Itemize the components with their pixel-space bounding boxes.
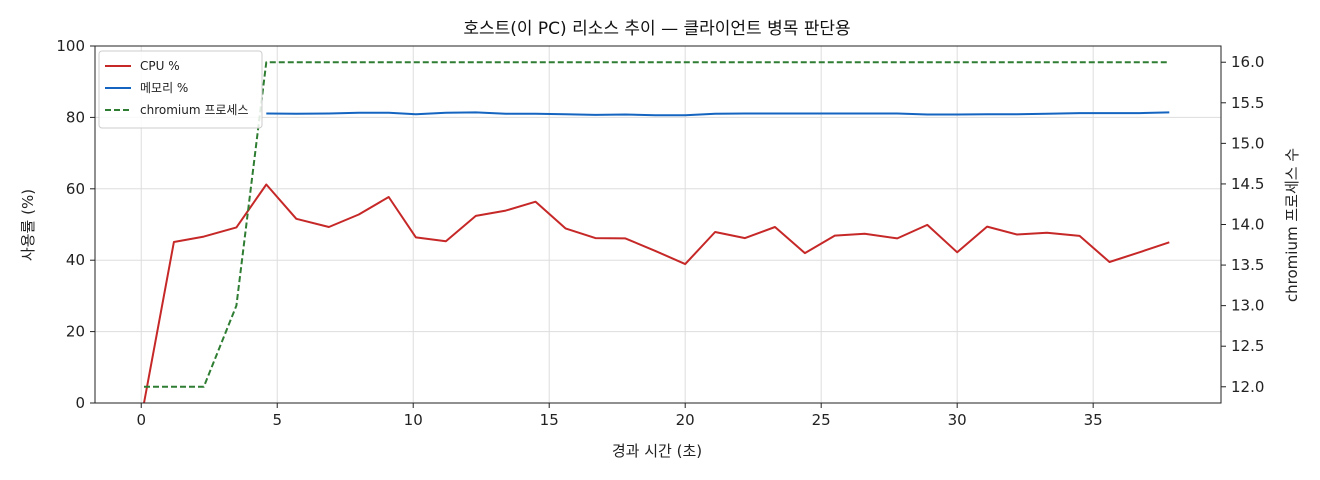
- legend-label: 메모리 %: [140, 81, 188, 95]
- y-axis-right: 12.0 12.5 13.0 13.5 14.0 14.5 15.0 15.5 16.0: [1221, 53, 1264, 396]
- x-tick-label: 35: [1084, 411, 1103, 429]
- x-tick-label: 5: [272, 411, 282, 429]
- y-tick-label: 100: [56, 37, 85, 55]
- chart-title: 호스트(이 PC) 리소스 추이 — 클라이언트 병목 판단용: [463, 19, 850, 39]
- x-tick-label: 30: [948, 411, 967, 429]
- legend-label: chromium 프로세스: [140, 103, 249, 117]
- series-line-series-1-1: [266, 111, 1170, 117]
- y2-tick-label: 16.0: [1231, 53, 1264, 71]
- y2-tick-label: 14.5: [1231, 175, 1264, 193]
- y-axis-label: 사용률 (%): [19, 189, 37, 261]
- x-tick-label: 25: [812, 411, 831, 429]
- legend-box: [98, 50, 263, 129]
- y2-tick-label: 15.0: [1231, 134, 1264, 152]
- y2-tick-label: 12.5: [1231, 337, 1264, 355]
- x-axis: 0 5 10 15 20 25 30 35: [136, 403, 1103, 429]
- y-axis-left: 0 20 40 60 80 100: [56, 37, 95, 412]
- y2-axis-label: chromium 프로세스 수: [1283, 148, 1301, 302]
- y2-tick-label: 15.5: [1231, 94, 1264, 112]
- y-tick-label: 80: [66, 108, 85, 126]
- grid: [95, 45, 1221, 404]
- series-group: [143, 61, 1170, 404]
- x-tick-label: 20: [676, 411, 695, 429]
- y-tick-label: 60: [66, 180, 85, 198]
- x-axis-label: 경과 시간 (초): [612, 442, 702, 460]
- legend-label: CPU %: [140, 59, 180, 73]
- x-tick-label: 10: [404, 411, 423, 429]
- y2-tick-label: 14.0: [1231, 216, 1264, 234]
- series-line-chromium-2: [144, 61, 1170, 388]
- y-tick-label: 20: [66, 323, 85, 341]
- legend: CPU % 메모리 % chromium 프로세스: [98, 50, 263, 129]
- y2-tick-label: 13.5: [1231, 256, 1264, 274]
- y2-tick-label: 13.0: [1231, 297, 1264, 315]
- y2-tick-label: 12.0: [1231, 378, 1264, 396]
- y-tick-label: 0: [75, 394, 85, 412]
- plot-frame: [94, 45, 1222, 404]
- x-tick-label: 0: [136, 411, 146, 429]
- y-tick-label: 40: [66, 251, 85, 269]
- x-tick-label: 15: [540, 411, 559, 429]
- series-line-cpu-0: [143, 183, 1170, 404]
